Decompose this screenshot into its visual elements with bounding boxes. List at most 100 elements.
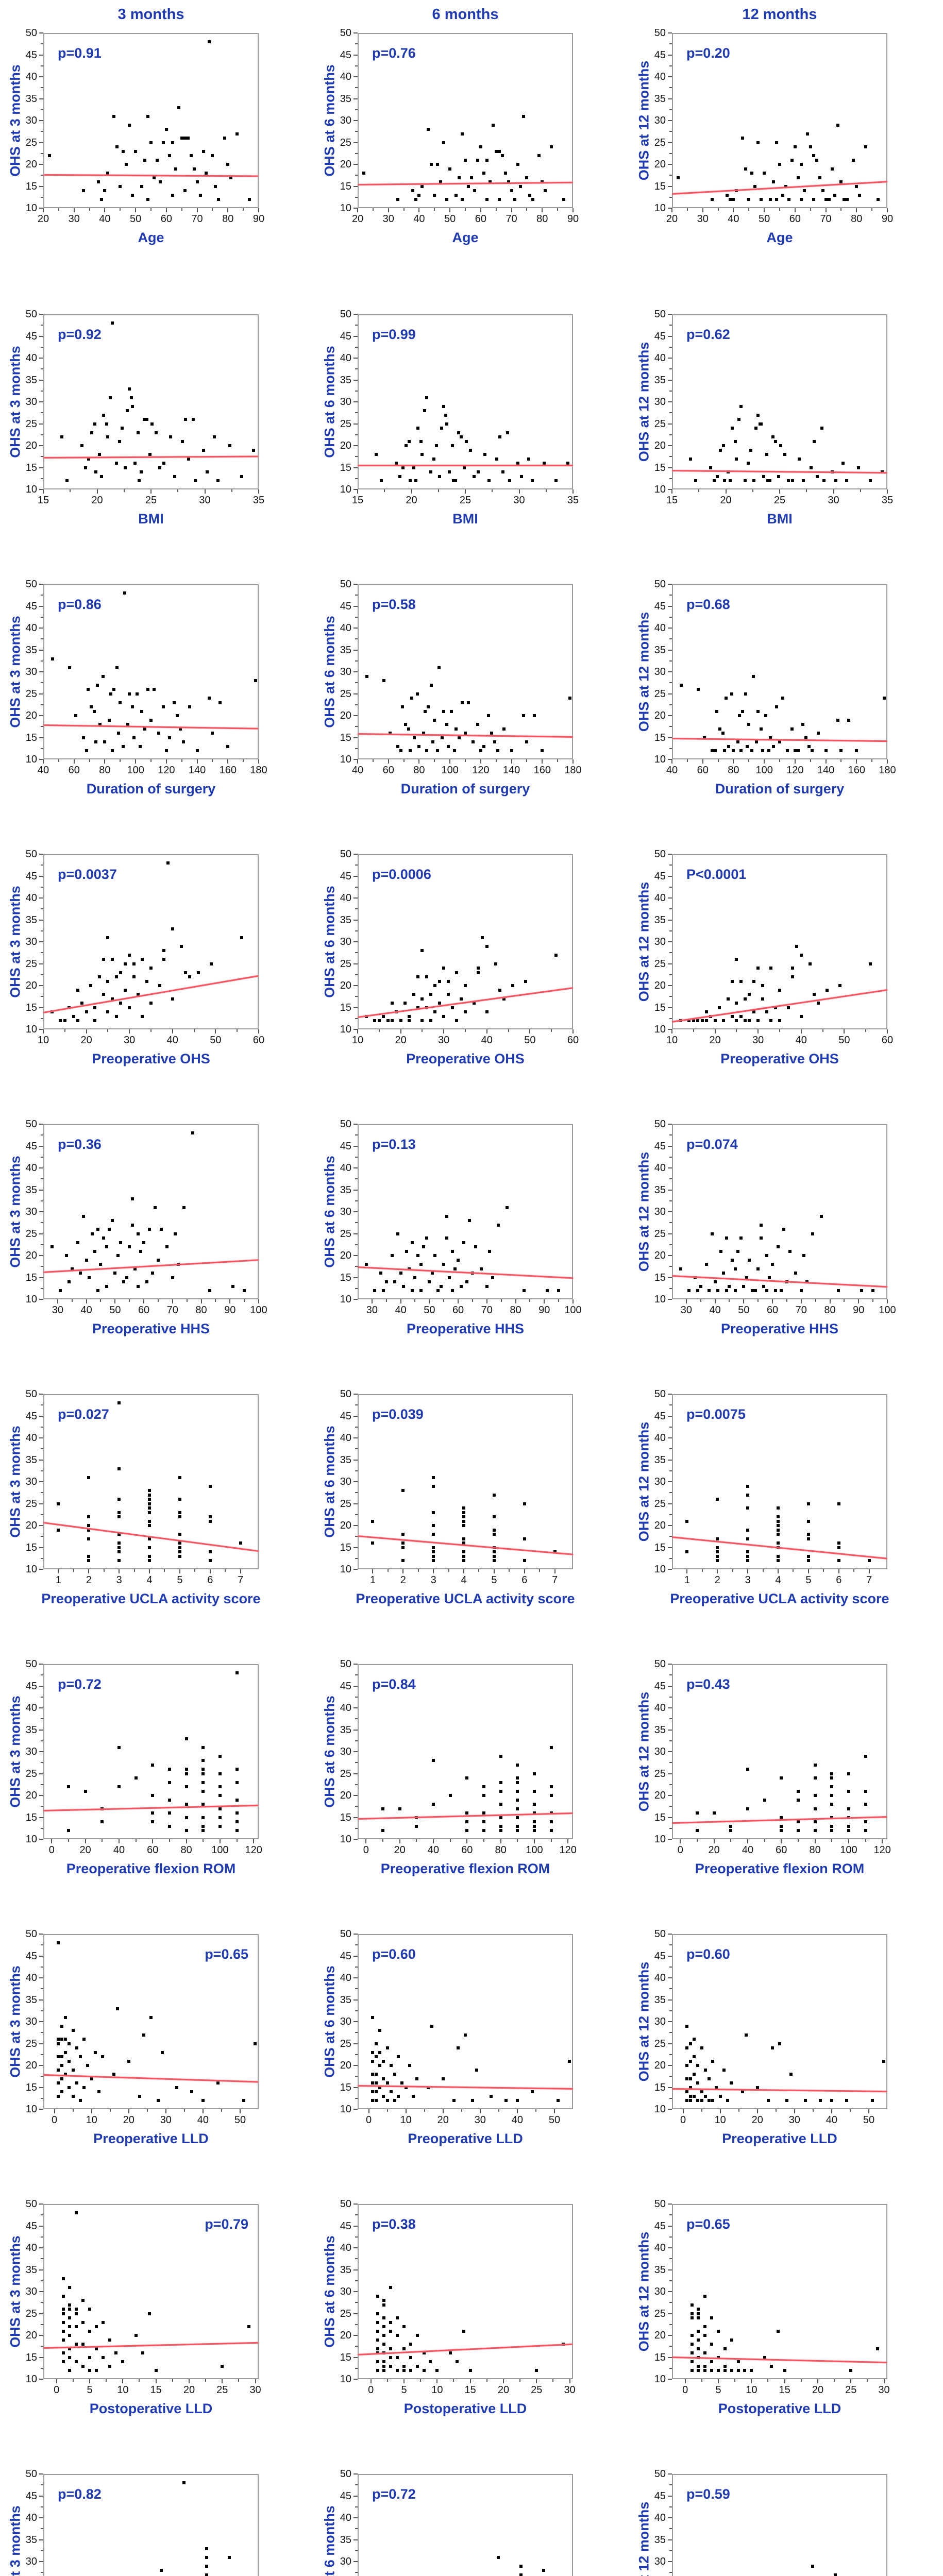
data-point [396, 2316, 399, 2319]
y-minor-tick [669, 1492, 672, 1494]
data-point [532, 1772, 536, 1775]
y-tick-label: 20 [25, 710, 37, 721]
y-tick-label: 15 [340, 1272, 351, 1283]
data-point [700, 2090, 703, 2093]
data-point [414, 479, 417, 482]
y-tick-label: 35 [25, 644, 37, 656]
data-point [883, 697, 886, 700]
data-point [830, 167, 834, 171]
data-point [476, 158, 479, 162]
y-minor-tick [41, 704, 43, 705]
y-minor-tick [669, 748, 672, 749]
y-tick [668, 164, 672, 165]
data-point [432, 1533, 435, 1536]
data-point [121, 2360, 125, 2363]
data-point [56, 2081, 60, 2084]
data-point [117, 1533, 121, 1536]
x-tick-label: 30 [199, 495, 211, 506]
y-tick [668, 1999, 672, 2001]
y-minor-tick [669, 1448, 672, 1450]
data-point [80, 444, 84, 447]
plot-area [672, 1124, 887, 1299]
data-point [436, 1289, 440, 1292]
data-point [522, 114, 526, 118]
data-point [61, 2320, 65, 2324]
x-minor-tick [872, 1299, 874, 1302]
x-tick-label: 40 [728, 213, 739, 225]
y-minor-tick [669, 2076, 672, 2077]
data-point [143, 418, 146, 421]
x-tick [717, 1569, 718, 1573]
y-tick-label: 10 [340, 1564, 351, 1575]
data-point [726, 997, 730, 1001]
y-tick [668, 759, 672, 760]
plot-area [358, 1934, 573, 2109]
data-point [732, 749, 735, 752]
data-point [410, 1241, 414, 1244]
plot-cell-row3-col3: 10 15 20 25 30 35 40 45 50 40 60 80 100 120 140 160 180 p… [629, 541, 943, 811]
data-point [133, 1267, 137, 1270]
data-point [401, 1546, 405, 1549]
x-tick-label: 30 [680, 1304, 692, 1316]
data-point [56, 2038, 60, 2041]
data-point [813, 1776, 817, 1780]
data-point [408, 1019, 411, 1022]
data-point [208, 1515, 212, 1518]
x-minor-tick [384, 489, 385, 492]
data-point [205, 2564, 208, 2568]
y-minor-tick [355, 638, 358, 640]
data-point [408, 749, 412, 752]
data-point [723, 2369, 727, 2372]
x-tick [258, 1029, 259, 1033]
data-point [432, 457, 436, 461]
data-point [468, 2369, 472, 2372]
data-point [87, 1515, 91, 1518]
x-tick-label: 50 [524, 1035, 536, 1046]
data-point [187, 457, 191, 461]
y-tick-label: 15 [340, 1002, 351, 1013]
x-minor-tick [840, 208, 842, 211]
data-point [532, 1803, 536, 1806]
y-tick [668, 1795, 672, 1796]
y-tick-label: 50 [25, 1388, 37, 1400]
x-tick [399, 1839, 400, 1843]
y-tick [353, 2561, 358, 2562]
data-point [68, 2355, 72, 2359]
data-point [183, 971, 187, 974]
data-point [183, 137, 187, 140]
data-point [795, 944, 799, 948]
data-point [719, 1249, 722, 1253]
y-tick-label: 40 [340, 352, 351, 364]
y-minor-tick [355, 1718, 358, 1720]
y-tick-label: 45 [340, 330, 351, 342]
data-point [68, 2285, 72, 2289]
x-minor-tick [133, 1569, 135, 1572]
x-tick [365, 1839, 367, 1843]
y-tick [353, 2109, 358, 2110]
data-point [115, 666, 119, 669]
y-minor-tick [355, 2302, 358, 2303]
x-tick-label: 5 [715, 2384, 721, 2396]
data-point [687, 1019, 691, 1022]
plot-area [358, 33, 573, 208]
data-point [493, 740, 496, 743]
y-minor-tick [355, 1470, 358, 1471]
y-tick [353, 1773, 358, 1774]
y-tick [353, 2204, 358, 2205]
data-point [143, 158, 147, 162]
x-tick [465, 489, 466, 494]
data-point [125, 163, 128, 166]
data-point [436, 163, 440, 166]
data-point [542, 2569, 545, 2572]
data-point [99, 1263, 103, 1266]
y-tick [668, 649, 672, 651]
data-point [201, 1803, 205, 1806]
data-point [442, 141, 446, 144]
x-minor-tick [243, 208, 244, 211]
y-tick-label: 30 [340, 2286, 351, 2297]
x-minor-tick [181, 759, 182, 762]
y-tick [39, 142, 43, 143]
y-tick [353, 1999, 358, 2001]
x-tick [511, 208, 512, 212]
data-point [79, 1272, 82, 1275]
